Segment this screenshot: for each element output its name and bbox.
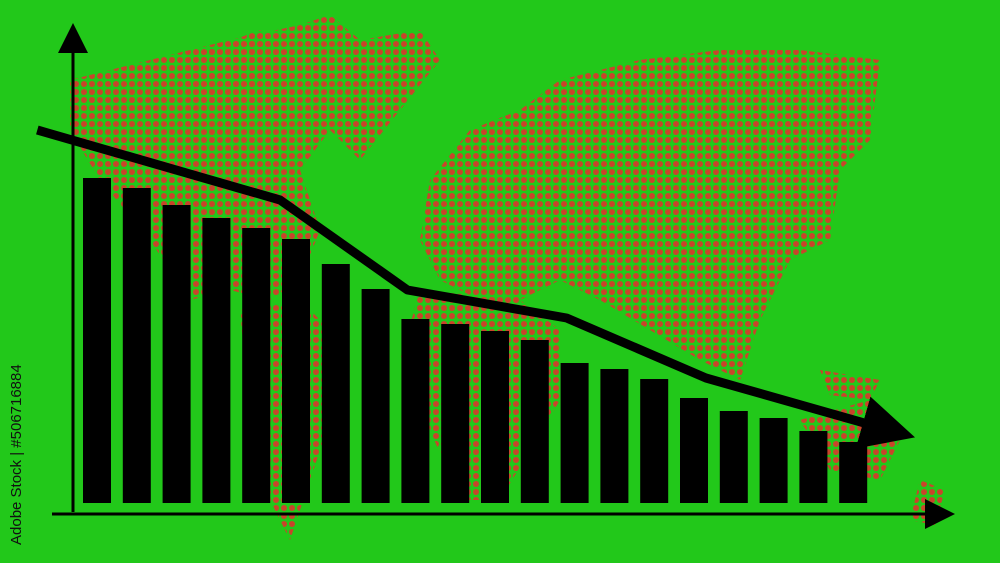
watermark: Adobe Stock | #506716884 (8, 364, 25, 545)
bar-18 (759, 418, 788, 503)
bar-9 (401, 319, 430, 503)
bar-12 (520, 340, 549, 503)
bar-14 (600, 369, 629, 503)
bar-17 (719, 411, 748, 503)
bar-1 (83, 178, 111, 503)
bar-7 (321, 264, 350, 503)
bar-5 (242, 228, 271, 503)
bar-11 (481, 331, 509, 503)
bar-6 (282, 239, 310, 503)
trend-line-arrow (36, 125, 915, 449)
bar-4 (202, 218, 231, 503)
bar-16 (680, 398, 708, 503)
bar-2 (122, 188, 151, 503)
bar-8 (361, 289, 390, 503)
bar-19 (799, 431, 828, 503)
bar-10 (441, 324, 470, 503)
bar-3 (162, 205, 191, 503)
bar-20 (839, 442, 868, 503)
bar-15 (640, 379, 669, 503)
world-map-background (70, 15, 945, 540)
bar-13 (560, 363, 589, 503)
